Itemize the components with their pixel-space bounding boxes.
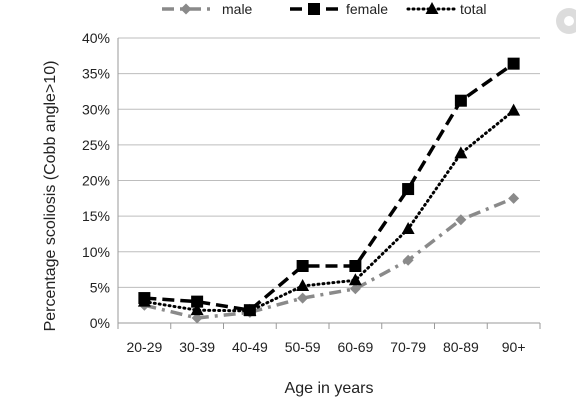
data-point-total [243,303,257,316]
y-tick-label: 40% [82,30,110,46]
x-tick-label: 70-79 [390,339,426,355]
legend-marker-total [425,2,439,14]
grid [118,37,540,288]
legend-item-male: male [162,1,253,17]
y-tick-label: 15% [82,208,110,224]
x-tick-label: 60-69 [337,339,373,355]
data-point-male [297,292,309,304]
axes [117,38,541,329]
legend: male female total [162,1,486,17]
y-tick-label: 20% [82,173,110,189]
data-point-male [349,283,361,295]
x-tick-label: 80-89 [443,339,479,355]
x-tick-labels: 20-29 30-39 40-49 50-59 60-69 70-79 80-89 90+ [126,339,525,355]
y-tick-label: 35% [82,66,110,82]
data-point-male [508,192,520,204]
data-point-total [454,146,468,159]
data-point-female [454,94,467,107]
legend-item-total: total [406,1,486,17]
series-total [137,103,521,316]
data-point-total [507,103,521,116]
corner-decoration [556,8,576,34]
series-line-total [142,109,516,313]
legend-item-female: female [290,1,388,17]
data-point-total [137,294,151,307]
x-tick-label: 50-59 [285,339,321,355]
data-point-female [296,260,309,272]
y-tick-label: 5% [90,279,110,295]
x-tick-label: 40-49 [232,339,268,355]
data-point-female [191,295,204,308]
x-tick-label: 30-39 [179,339,215,355]
legend-label-female: female [346,1,388,17]
legend-label-male: male [222,1,253,17]
data-point-total [190,303,204,316]
data-point-total [401,221,415,234]
x-tick-label: 20-29 [126,339,162,355]
data-point-male [402,254,414,266]
series-line-female [144,62,515,312]
y-tick-labels: 0% 5% 10% 15% 20% 25% 30% 35% 40% [82,30,110,331]
data-point-male [191,312,203,324]
legend-label-total: total [460,1,486,17]
data-point-total [296,278,310,291]
series-female [138,57,520,317]
y-tick-label: 0% [90,315,110,331]
data-point-female [507,57,520,70]
data-point-male [455,214,467,226]
series-group [137,57,521,324]
legend-marker-male [180,3,192,15]
x-axis-title: Age in years [285,380,374,397]
data-point-female [349,260,362,272]
data-point-total [348,273,362,286]
series-line-male [143,196,515,320]
data-point-female [402,183,415,196]
y-axis-title: Percentage scoliosis (Cobb angle>10) [42,61,59,332]
legend-marker-female [308,3,320,15]
x-tick-label: 90+ [502,339,526,355]
y-tick-label: 10% [82,244,110,260]
y-tick-label: 30% [82,101,110,117]
y-tick-label: 25% [82,137,110,153]
